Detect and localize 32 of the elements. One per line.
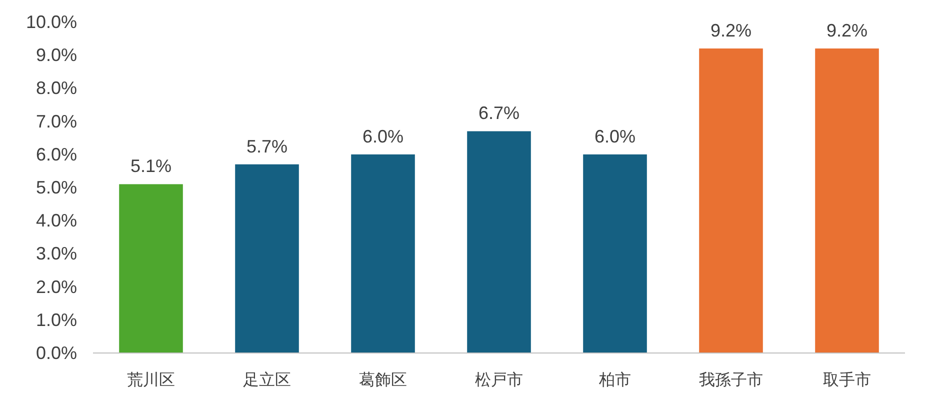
x-tick-label: 足立区 <box>243 371 291 389</box>
x-tick-label: 我孫子市 <box>699 371 763 389</box>
y-tick-label: 9.0% <box>36 45 77 66</box>
y-tick-label: 1.0% <box>36 310 77 330</box>
x-tick-label: 葛飾区 <box>359 371 407 389</box>
y-tick-label: 0.0% <box>36 343 77 363</box>
y-tick-label: 6.0% <box>36 144 77 164</box>
bar <box>699 48 763 353</box>
y-tick-label: 10.0% <box>26 12 77 32</box>
data-label: 6.7% <box>478 103 520 124</box>
data-label: 9.2% <box>710 20 752 40</box>
y-tick-label: 3.0% <box>36 244 77 264</box>
y-tick-label: 7.0% <box>36 111 77 132</box>
bar <box>235 164 299 353</box>
bar <box>351 154 415 353</box>
data-label: 6.0% <box>594 126 636 146</box>
x-tick-label: 取手市 <box>823 371 871 389</box>
x-tick-label: 松戸市 <box>475 371 523 389</box>
data-label: 9.2% <box>826 20 868 40</box>
bar <box>815 48 879 353</box>
data-label: 6.0% <box>362 126 404 146</box>
bar <box>119 184 183 353</box>
y-tick-label: 4.0% <box>36 210 77 231</box>
y-tick-label: 2.0% <box>36 276 77 297</box>
y-tick-label: 5.0% <box>36 178 77 198</box>
data-label: 5.1% <box>130 156 172 176</box>
bar <box>583 154 647 353</box>
bar <box>467 131 531 353</box>
x-tick-label: 柏市 <box>598 371 631 389</box>
y-tick-label: 8.0% <box>36 78 77 98</box>
data-label: 5.7% <box>246 136 288 156</box>
x-tick-label: 荒川区 <box>127 371 175 389</box>
